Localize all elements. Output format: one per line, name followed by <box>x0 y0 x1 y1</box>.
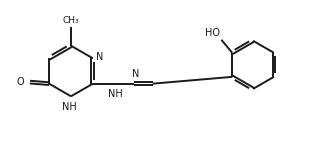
Text: N: N <box>132 69 139 79</box>
Text: HO: HO <box>204 28 220 38</box>
Text: NH: NH <box>108 89 122 99</box>
Text: NH: NH <box>62 102 77 112</box>
Text: O: O <box>17 77 24 87</box>
Text: N: N <box>96 52 103 62</box>
Text: CH₃: CH₃ <box>63 16 79 25</box>
